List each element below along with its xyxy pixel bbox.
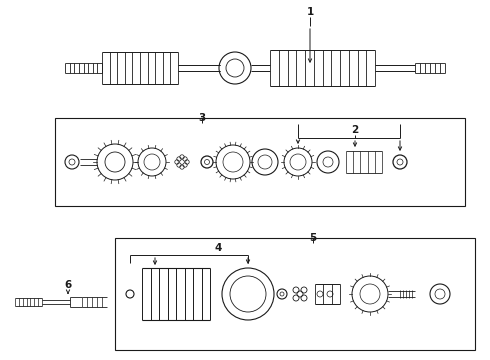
Text: 1: 1 <box>306 7 314 17</box>
Text: 2: 2 <box>351 125 359 135</box>
Text: 4: 4 <box>214 243 221 253</box>
Bar <box>115 238 475 350</box>
Bar <box>55 118 465 206</box>
Text: 5: 5 <box>309 233 317 243</box>
Text: 3: 3 <box>198 113 206 123</box>
Text: 6: 6 <box>64 280 72 290</box>
